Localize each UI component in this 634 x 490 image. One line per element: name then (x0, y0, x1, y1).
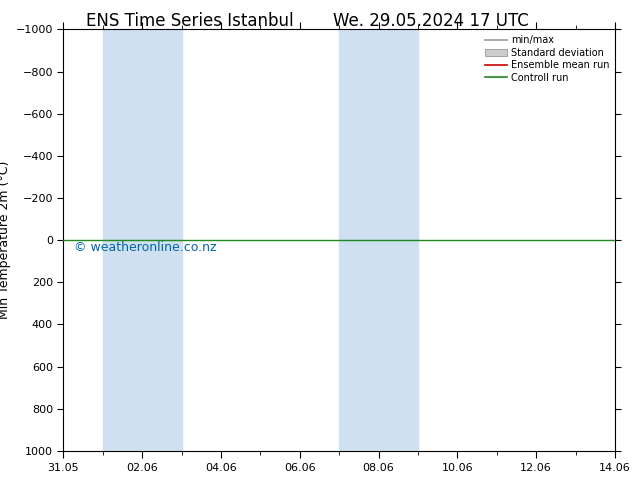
Bar (339, 29, 418, 451)
Y-axis label: Min Temperature 2m (°C): Min Temperature 2m (°C) (0, 161, 11, 319)
Bar (103, 29, 181, 451)
Legend: min/max, Standard deviation, Ensemble mean run, Controll run: min/max, Standard deviation, Ensemble me… (481, 31, 613, 86)
Text: We. 29.05.2024 17 UTC: We. 29.05.2024 17 UTC (333, 12, 529, 30)
Text: ENS Time Series Istanbul: ENS Time Series Istanbul (86, 12, 294, 30)
Text: © weatheronline.co.nz: © weatheronline.co.nz (74, 242, 217, 254)
